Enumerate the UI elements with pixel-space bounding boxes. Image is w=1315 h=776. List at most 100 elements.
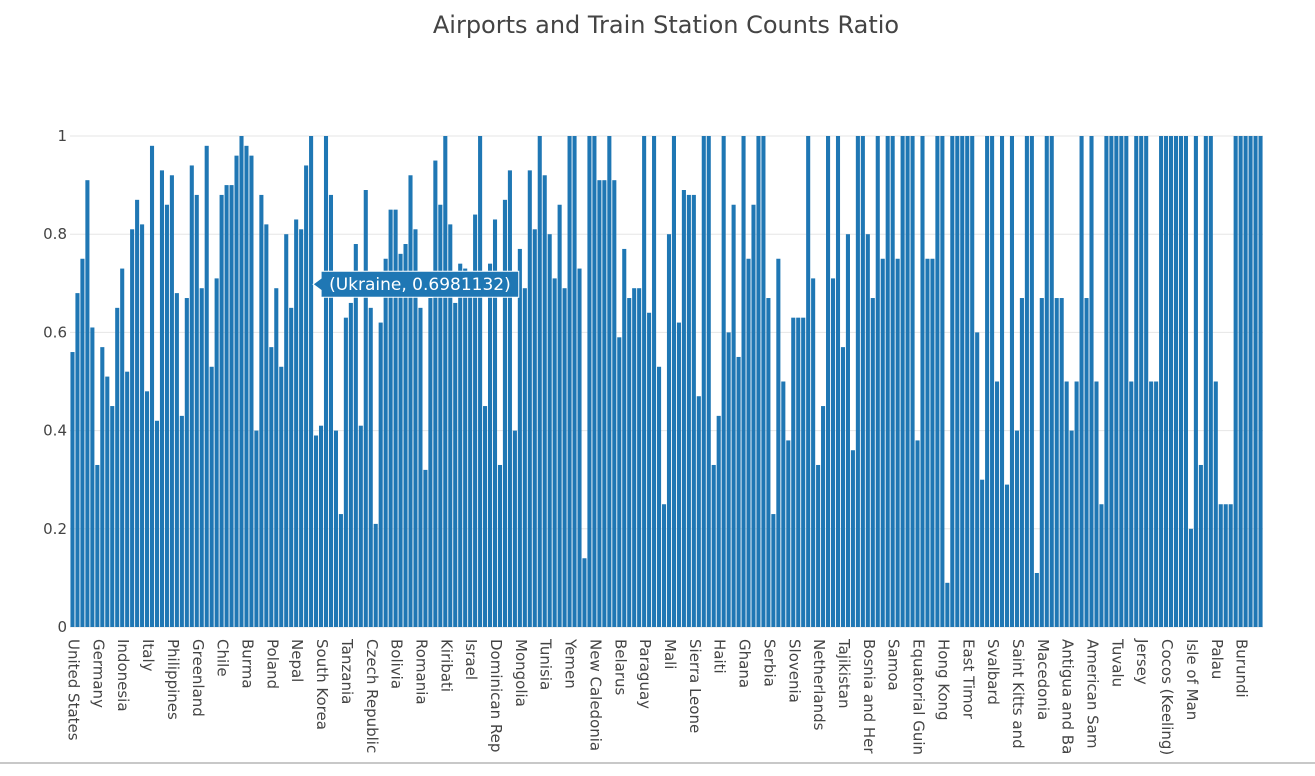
bar[interactable]: [249, 155, 254, 627]
bar[interactable]: [1124, 136, 1129, 627]
bar[interactable]: [686, 194, 691, 628]
bar[interactable]: [1218, 504, 1223, 627]
bar[interactable]: [1059, 298, 1064, 627]
bar[interactable]: [801, 317, 806, 627]
bar[interactable]: [557, 204, 562, 628]
bar[interactable]: [637, 288, 642, 627]
bar[interactable]: [428, 298, 433, 627]
bar[interactable]: [1019, 298, 1024, 627]
bar[interactable]: [115, 307, 120, 627]
bar[interactable]: [502, 199, 507, 627]
bar[interactable]: [413, 229, 418, 628]
bar[interactable]: [1159, 136, 1164, 627]
bar[interactable]: [930, 258, 935, 627]
bar[interactable]: [835, 136, 841, 627]
bar[interactable]: [70, 352, 75, 627]
bar[interactable]: [652, 136, 657, 627]
bar[interactable]: [567, 136, 572, 627]
bar[interactable]: [791, 317, 796, 627]
bar[interactable]: [1228, 504, 1233, 627]
bar[interactable]: [199, 288, 204, 627]
bar[interactable]: [209, 366, 214, 627]
bar[interactable]: [204, 145, 209, 627]
bar[interactable]: [905, 136, 910, 627]
bar[interactable]: [537, 136, 542, 627]
bar[interactable]: [299, 229, 304, 628]
bar[interactable]: [1039, 298, 1044, 627]
bar[interactable]: [602, 180, 607, 627]
bar[interactable]: [214, 278, 219, 627]
bar[interactable]: [597, 180, 602, 627]
bar[interactable]: [1104, 136, 1109, 627]
bar[interactable]: [1054, 298, 1059, 627]
bar[interactable]: [1084, 298, 1089, 627]
bar[interactable]: [328, 194, 334, 628]
bar[interactable]: [661, 504, 667, 627]
bar[interactable]: [348, 302, 353, 627]
bar[interactable]: [403, 244, 408, 627]
bar[interactable]: [368, 307, 373, 627]
bar[interactable]: [627, 298, 632, 627]
bar[interactable]: [617, 337, 622, 627]
bar[interactable]: [234, 155, 239, 627]
bar[interactable]: [552, 278, 557, 627]
bar[interactable]: [1223, 504, 1228, 627]
bar[interactable]: [746, 258, 751, 627]
bar[interactable]: [1238, 136, 1243, 627]
bar[interactable]: [592, 136, 597, 627]
bar[interactable]: [875, 136, 880, 627]
bar[interactable]: [378, 322, 383, 627]
bar[interactable]: [895, 258, 900, 627]
bar[interactable]: [711, 464, 716, 627]
bar[interactable]: [657, 366, 662, 627]
bar[interactable]: [781, 381, 786, 628]
bar[interactable]: [314, 435, 319, 627]
bar[interactable]: [159, 170, 164, 627]
bar[interactable]: [279, 366, 284, 627]
bar[interactable]: [885, 136, 890, 627]
bar[interactable]: [1248, 136, 1253, 627]
bar[interactable]: [910, 136, 915, 627]
bar[interactable]: [473, 214, 478, 627]
bar[interactable]: [1233, 136, 1238, 627]
bar[interactable]: [696, 396, 701, 627]
bar[interactable]: [860, 136, 865, 627]
bar[interactable]: [726, 332, 731, 627]
bar[interactable]: [701, 136, 706, 627]
bar[interactable]: [582, 558, 587, 627]
bar[interactable]: [890, 136, 895, 627]
bar[interactable]: [453, 302, 458, 627]
bar[interactable]: [294, 219, 299, 627]
bar[interactable]: [512, 430, 517, 627]
bar[interactable]: [1044, 136, 1049, 627]
bar[interactable]: [816, 464, 821, 627]
bar[interactable]: [751, 204, 756, 628]
bar[interactable]: [985, 136, 990, 627]
bar[interactable]: [1243, 136, 1248, 627]
bar[interactable]: [1169, 136, 1174, 627]
bar[interactable]: [999, 136, 1005, 627]
bar[interactable]: [488, 263, 493, 627]
bar[interactable]: [1009, 136, 1015, 627]
bar[interactable]: [125, 371, 130, 627]
bar[interactable]: [130, 229, 135, 628]
bar[interactable]: [642, 136, 647, 627]
bar[interactable]: [840, 347, 846, 627]
bar[interactable]: [850, 450, 855, 627]
bar[interactable]: [219, 194, 224, 628]
bar[interactable]: [756, 136, 761, 627]
bar[interactable]: [796, 317, 801, 627]
bar[interactable]: [681, 190, 686, 627]
bar[interactable]: [244, 145, 249, 627]
bar[interactable]: [423, 469, 428, 627]
bar[interactable]: [1024, 136, 1029, 627]
bar[interactable]: [318, 425, 324, 627]
bar[interactable]: [612, 180, 617, 627]
bar[interactable]: [960, 136, 965, 627]
bar[interactable]: [1134, 136, 1139, 627]
bar[interactable]: [1079, 136, 1084, 627]
bar[interactable]: [955, 136, 960, 627]
bar[interactable]: [920, 136, 925, 627]
bar[interactable]: [478, 136, 483, 627]
bar[interactable]: [1089, 136, 1094, 627]
